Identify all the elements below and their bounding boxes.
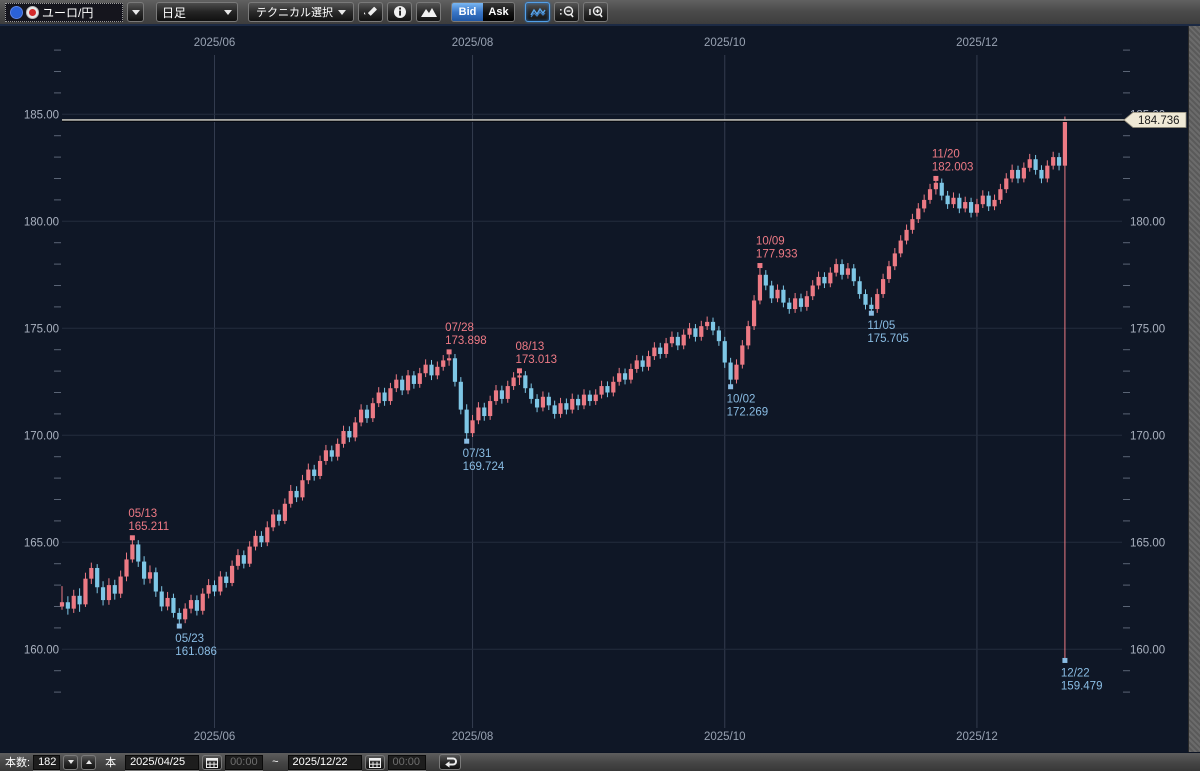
chevron-down-icon — [338, 9, 346, 15]
svg-text:175.00: 175.00 — [24, 323, 59, 335]
zoom-in-button[interactable] — [583, 2, 608, 22]
draw-tool-button[interactable] — [358, 2, 383, 22]
timeframe-select[interactable]: 日足 — [156, 2, 238, 22]
svg-text:165.211: 165.211 — [128, 521, 169, 533]
resize-gutter[interactable] — [1188, 26, 1200, 752]
svg-text:160.00: 160.00 — [1130, 644, 1165, 656]
date-to-input[interactable]: 2025/12/22 — [287, 754, 362, 770]
svg-text:173.013: 173.013 — [515, 354, 557, 366]
svg-text:05/13: 05/13 — [128, 508, 157, 520]
chevron-up-icon — [85, 760, 92, 764]
svg-text:159.479: 159.479 — [1061, 680, 1103, 692]
calendar-icon — [206, 757, 219, 768]
bar-unit-label: 本 — [105, 757, 117, 769]
svg-text:07/28: 07/28 — [445, 322, 474, 334]
candlestick-chart-icon — [529, 7, 546, 17]
svg-text:11/20: 11/20 — [932, 148, 960, 160]
svg-text:185.00: 185.00 — [24, 109, 59, 121]
mountain-chart-button[interactable] — [416, 2, 441, 22]
top-toolbar: ユーロ/円 日足 テクニカル選択 — [0, 0, 1200, 26]
zoom-out-button[interactable] — [554, 2, 579, 22]
count-increment-button[interactable] — [81, 754, 97, 770]
bid-ask-toggle: Bid Ask — [451, 2, 515, 22]
jp-flag-icon — [26, 5, 39, 19]
technical-select-label: テクニカル選択 — [256, 7, 333, 19]
svg-text:08/13: 08/13 — [515, 341, 544, 353]
svg-text:2025/08: 2025/08 — [452, 731, 494, 743]
svg-text:07/31: 07/31 — [463, 448, 492, 460]
mountain-icon — [420, 8, 437, 17]
svg-text:05/23: 05/23 — [175, 633, 204, 645]
svg-text:161.086: 161.086 — [175, 646, 217, 658]
svg-text:2025/06: 2025/06 — [194, 731, 236, 743]
info-icon — [393, 6, 406, 18]
calendar-icon — [368, 757, 381, 768]
date-from-calendar-button[interactable] — [202, 754, 223, 770]
bar-count-input[interactable]: 182 — [33, 754, 61, 770]
reset-range-button[interactable] — [438, 754, 461, 770]
svg-text:175.705: 175.705 — [867, 333, 909, 345]
svg-text:2025/08: 2025/08 — [452, 37, 494, 49]
svg-text:169.724: 169.724 — [463, 461, 505, 473]
bid-button[interactable]: Bid — [452, 3, 483, 21]
info-button[interactable] — [387, 2, 412, 22]
svg-text:2025/10: 2025/10 — [704, 37, 746, 49]
chart-area[interactable]: 2025/06 2025/06 2025/08 2025/08 2025/10 2025/… — [0, 26, 1200, 752]
svg-text:180.00: 180.00 — [24, 216, 59, 228]
svg-text:10/02: 10/02 — [727, 394, 756, 406]
svg-text:160.00: 160.00 — [24, 644, 59, 656]
technical-select-button[interactable]: テクニカル選択 — [248, 2, 354, 22]
candlestick-view-button[interactable] — [525, 2, 550, 22]
undo-arrow-icon — [444, 757, 457, 768]
svg-text:173.898: 173.898 — [445, 335, 487, 347]
date-from-input[interactable]: 2025/04/25 — [125, 754, 200, 770]
svg-text:170.00: 170.00 — [1130, 430, 1165, 442]
svg-text:2025/10: 2025/10 — [704, 731, 746, 743]
svg-text:11/05: 11/05 — [867, 320, 895, 332]
bar-count-label: 本数: — [5, 757, 31, 769]
time-to-input: 00:00 — [387, 754, 426, 770]
svg-text:175.00: 175.00 — [1130, 323, 1165, 335]
chevron-down-icon — [67, 760, 74, 764]
eu-flag-icon — [10, 5, 23, 19]
count-decrement-button[interactable] — [63, 754, 79, 770]
svg-text:2025/12: 2025/12 — [956, 731, 998, 743]
svg-text:2025/06: 2025/06 — [194, 37, 236, 49]
pair-dropdown-button[interactable] — [127, 2, 144, 22]
currency-pair-selector[interactable]: ユーロ/円 — [5, 2, 123, 22]
bottom-toolbar: 本数: 182 本 2025/04/25 00:00 ~ 2025/12/22 — [0, 752, 1200, 771]
svg-text:180.00: 180.00 — [1130, 216, 1165, 228]
svg-text:10/09: 10/09 — [756, 236, 785, 248]
svg-text:170.00: 170.00 — [24, 430, 59, 442]
svg-text:2025/12: 2025/12 — [956, 37, 998, 49]
svg-text:172.269: 172.269 — [727, 407, 769, 419]
chevron-down-icon — [224, 9, 232, 15]
time-from-input: 00:00 — [225, 754, 264, 770]
timeframe-label: 日足 — [162, 5, 187, 20]
svg-text:12/22: 12/22 — [1061, 667, 1090, 679]
currency-pair-label: ユーロ/円 — [42, 5, 94, 20]
svg-text:165.00: 165.00 — [1130, 537, 1165, 549]
svg-text:182.003: 182.003 — [932, 161, 974, 173]
zoom-in-icon — [588, 5, 603, 17]
chevron-down-icon — [131, 9, 140, 15]
pencil-icon — [363, 6, 377, 16]
date-to-calendar-button[interactable] — [364, 754, 385, 770]
svg-text:184.736: 184.736 — [1138, 115, 1180, 127]
svg-text:165.00: 165.00 — [24, 537, 59, 549]
svg-text:177.933: 177.933 — [756, 249, 798, 261]
zoom-out-icon — [559, 5, 574, 17]
ask-button[interactable]: Ask — [483, 3, 514, 21]
candlestick-chart[interactable]: 2025/06 2025/06 2025/08 2025/08 2025/10 2025/… — [0, 26, 1200, 752]
range-separator: ~ — [272, 756, 279, 768]
